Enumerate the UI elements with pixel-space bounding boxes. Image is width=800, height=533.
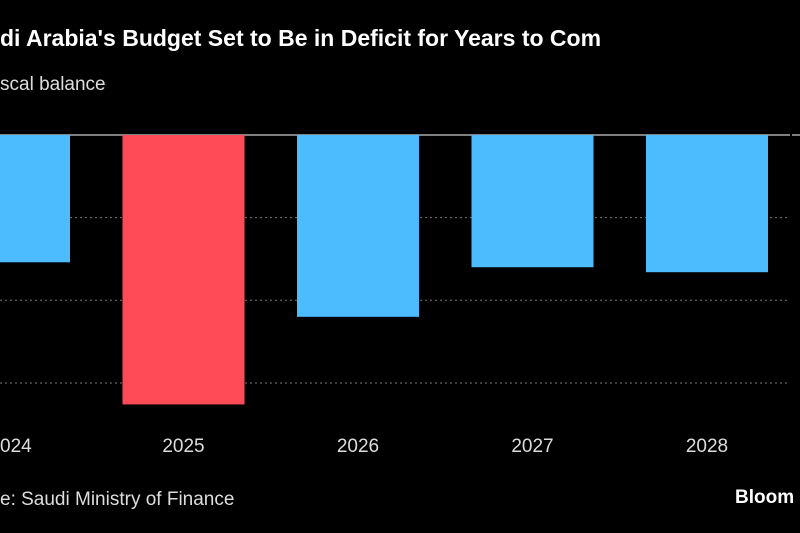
chart-title: di Arabia's Budget Set to Be in Deficit … (0, 25, 601, 51)
x-tick-label: 024 (0, 436, 32, 457)
brand: Bloom (735, 487, 794, 508)
bar (297, 135, 419, 317)
bar (471, 135, 594, 268)
bar (122, 135, 245, 405)
x-tick-label: 2027 (511, 436, 553, 457)
x-tick-label: 2026 (337, 436, 379, 457)
x-tick-label: 2025 (162, 436, 204, 457)
bar (646, 135, 768, 273)
chart-subtitle: scal balance (0, 74, 106, 95)
source: e: Saudi Ministry of Finance (0, 489, 234, 510)
bar (0, 135, 70, 263)
x-tick-label: 2028 (686, 436, 728, 457)
